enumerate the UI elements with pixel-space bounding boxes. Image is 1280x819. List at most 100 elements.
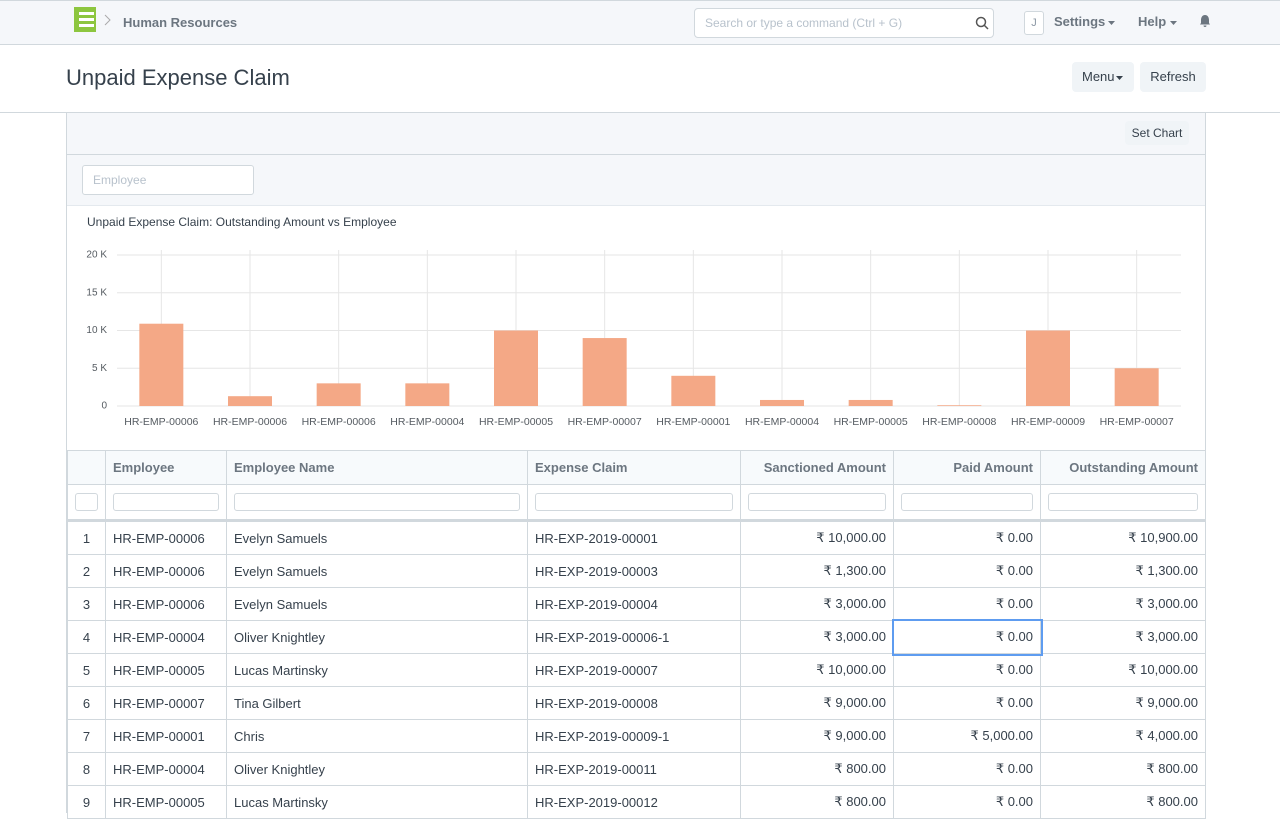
column-filter-input[interactable] xyxy=(901,493,1033,511)
table-cell[interactable]: ₹ 0.00 xyxy=(894,521,1041,555)
filter-cell xyxy=(227,485,528,521)
table-cell[interactable]: ₹ 0.00 xyxy=(894,654,1041,687)
row-index: 7 xyxy=(68,720,106,753)
column-filter-input[interactable] xyxy=(748,493,886,511)
table-cell[interactable]: ₹ 0.00 xyxy=(894,588,1041,621)
menu-button[interactable]: Menu xyxy=(1072,62,1134,92)
x-tick-label: HR-EMP-00008 xyxy=(922,416,996,428)
table-row: 8HR-EMP-00004Oliver KnightleyHR-EXP-2019… xyxy=(68,753,1206,786)
logo[interactable] xyxy=(72,6,114,34)
column-header: Employee xyxy=(106,451,227,485)
table-cell[interactable]: HR-EXP-2019-00001 xyxy=(528,521,741,555)
bar xyxy=(405,383,449,406)
table-cell[interactable]: ₹ 10,000.00 xyxy=(741,521,894,555)
table-cell[interactable]: ₹ 10,000.00 xyxy=(1041,654,1206,687)
column-filter-input[interactable] xyxy=(535,493,733,511)
table-cell[interactable]: Lucas Martinsky xyxy=(227,654,528,687)
table-cell[interactable]: HR-EMP-00005 xyxy=(106,654,227,687)
table-cell[interactable]: ₹ 3,000.00 xyxy=(741,621,894,654)
filter-cell xyxy=(894,485,1041,521)
table-cell[interactable]: ₹ 4,000.00 xyxy=(1041,720,1206,753)
table-cell[interactable]: ₹ 3,000.00 xyxy=(741,588,894,621)
table-row: 9HR-EMP-00005Lucas MartinskyHR-EXP-2019-… xyxy=(68,786,1206,819)
table-cell[interactable]: ₹ 9,000.00 xyxy=(741,687,894,720)
table-cell[interactable]: HR-EXP-2019-00007 xyxy=(528,654,741,687)
avatar[interactable]: J xyxy=(1024,11,1044,35)
bar xyxy=(849,400,893,406)
x-tick-label: HR-EMP-00004 xyxy=(745,416,819,428)
table-cell[interactable]: HR-EMP-00006 xyxy=(106,588,227,621)
table-cell[interactable]: HR-EMP-00007 xyxy=(106,687,227,720)
header-cell xyxy=(68,451,106,485)
table-cell[interactable]: ₹ 5,000.00 xyxy=(894,720,1041,753)
settings-menu[interactable]: Settings xyxy=(1054,14,1105,29)
y-tick-label: 20 K xyxy=(86,250,107,261)
table-cell[interactable]: ₹ 1,300.00 xyxy=(1041,555,1206,588)
table-cell[interactable]: ₹ 0.00 xyxy=(894,786,1041,819)
set-chart-button[interactable]: Set Chart xyxy=(1125,121,1189,145)
table-cell[interactable]: ₹ 800.00 xyxy=(741,753,894,786)
breadcrumb[interactable]: Human Resources xyxy=(123,15,237,30)
table-cell[interactable]: HR-EMP-00006 xyxy=(106,555,227,588)
table-cell[interactable]: HR-EXP-2019-00006-1 xyxy=(528,621,741,654)
column-header: Outstanding Amount xyxy=(1041,451,1206,485)
refresh-button[interactable]: Refresh xyxy=(1140,62,1206,92)
filter-cell xyxy=(741,485,894,521)
y-tick-label: 10 K xyxy=(86,325,107,336)
table-cell[interactable]: ₹ 0.00 xyxy=(894,555,1041,588)
table-cell[interactable]: Lucas Martinsky xyxy=(227,786,528,819)
table-cell[interactable]: HR-EMP-00004 xyxy=(106,621,227,654)
table-cell[interactable]: ₹ 9,000.00 xyxy=(741,720,894,753)
report-table: EmployeeEmployee NameExpense ClaimSancti… xyxy=(67,450,1206,819)
table-row: 5HR-EMP-00005Lucas MartinskyHR-EXP-2019-… xyxy=(68,654,1206,687)
column-filter-input[interactable] xyxy=(75,493,98,511)
table-cell[interactable]: HR-EMP-00006 xyxy=(106,521,227,555)
column-filter-input[interactable] xyxy=(113,493,219,511)
table-cell[interactable]: ₹ 10,900.00 xyxy=(1041,521,1206,555)
notification-icon[interactable] xyxy=(1199,14,1211,27)
table-cell[interactable]: Oliver Knightley xyxy=(227,621,528,654)
table-cell[interactable]: Evelyn Samuels xyxy=(227,521,528,555)
search-icon xyxy=(975,16,989,30)
column-header: Paid Amount xyxy=(894,451,1041,485)
table-cell[interactable]: HR-EXP-2019-00012 xyxy=(528,786,741,819)
column-filter-input[interactable] xyxy=(234,493,520,511)
search-placeholder: Search or type a command (Ctrl + G) xyxy=(705,16,902,30)
menu-label: Menu xyxy=(1082,69,1115,84)
table-cell[interactable]: Evelyn Samuels xyxy=(227,555,528,588)
search-box[interactable]: Search or type a command (Ctrl + G) xyxy=(694,8,994,38)
table-row: 3HR-EMP-00006Evelyn SamuelsHR-EXP-2019-0… xyxy=(68,588,1206,621)
filter-area: Employee xyxy=(67,155,1205,206)
table-cell[interactable]: HR-EXP-2019-00009-1 xyxy=(528,720,741,753)
bar xyxy=(671,376,715,406)
filter-cell xyxy=(106,485,227,521)
table-cell[interactable]: ₹ 800.00 xyxy=(1041,786,1206,819)
x-tick-label: HR-EMP-00006 xyxy=(124,416,198,428)
table-cell[interactable]: ₹ 0.00 xyxy=(894,687,1041,720)
table-cell[interactable]: HR-EXP-2019-00011 xyxy=(528,753,741,786)
table-cell[interactable]: ₹ 3,000.00 xyxy=(1041,588,1206,621)
table-cell[interactable]: HR-EXP-2019-00008 xyxy=(528,687,741,720)
table-cell[interactable]: HR-EMP-00004 xyxy=(106,753,227,786)
table-cell[interactable]: HR-EMP-00001 xyxy=(106,720,227,753)
table-cell[interactable]: HR-EXP-2019-00004 xyxy=(528,588,741,621)
x-tick-label: HR-EMP-00005 xyxy=(479,416,553,428)
table-cell[interactable]: Evelyn Samuels xyxy=(227,588,528,621)
table-cell[interactable]: ₹ 10,000.00 xyxy=(741,654,894,687)
table-cell[interactable]: ₹ 1,300.00 xyxy=(741,555,894,588)
bar xyxy=(317,383,361,406)
table-cell[interactable]: HR-EXP-2019-00003 xyxy=(528,555,741,588)
table-cell[interactable]: ₹ 3,000.00 xyxy=(1041,621,1206,654)
table-cell[interactable]: ₹ 9,000.00 xyxy=(1041,687,1206,720)
table-cell[interactable]: ₹ 0.00 xyxy=(894,621,1041,654)
column-filter-input[interactable] xyxy=(1048,493,1198,511)
table-cell[interactable]: Oliver Knightley xyxy=(227,753,528,786)
table-cell[interactable]: Chris xyxy=(227,720,528,753)
employee-filter[interactable]: Employee xyxy=(82,165,254,195)
table-cell[interactable]: Tina Gilbert xyxy=(227,687,528,720)
report-view: Set Chart Employee Unpaid Expense Claim:… xyxy=(66,113,1206,813)
table-cell[interactable]: ₹ 0.00 xyxy=(894,753,1041,786)
table-cell[interactable]: HR-EMP-00005 xyxy=(106,786,227,819)
table-cell[interactable]: ₹ 800.00 xyxy=(741,786,894,819)
table-cell[interactable]: ₹ 800.00 xyxy=(1041,753,1206,786)
